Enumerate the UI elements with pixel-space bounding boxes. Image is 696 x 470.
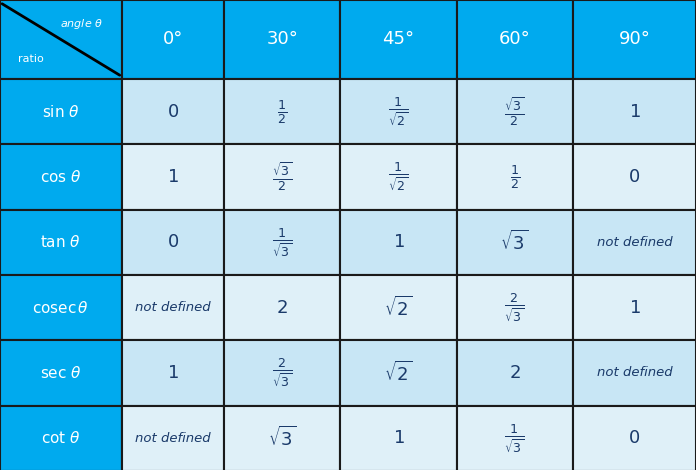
Bar: [340, 275, 457, 340]
Text: $\cos\,\theta$: $\cos\,\theta$: [40, 169, 81, 185]
Bar: [122, 144, 224, 210]
Text: $1$: $1$: [628, 298, 640, 317]
Text: $\frac{2}{\sqrt{3}}$: $\frac{2}{\sqrt{3}}$: [505, 291, 525, 324]
Bar: [0, 79, 122, 144]
Text: $\frac{1}{2}$: $\frac{1}{2}$: [277, 98, 287, 125]
Bar: [122, 406, 224, 470]
Bar: [122, 340, 224, 406]
Text: $\frac{1}{\sqrt{3}}$: $\frac{1}{\sqrt{3}}$: [272, 226, 292, 258]
Bar: [573, 0, 696, 79]
Text: $\frac{1}{\sqrt{2}}$: $\frac{1}{\sqrt{2}}$: [388, 161, 409, 193]
Bar: [573, 210, 696, 275]
Text: $\sec\,\theta$: $\sec\,\theta$: [40, 365, 81, 381]
Text: $\frac{2}{\sqrt{3}}$: $\frac{2}{\sqrt{3}}$: [272, 357, 292, 389]
Text: $\sqrt{3}$: $\sqrt{3}$: [500, 230, 529, 254]
Text: $2$: $2$: [276, 298, 288, 317]
Bar: [457, 210, 573, 275]
Bar: [224, 275, 340, 340]
Text: $1$: $1$: [393, 429, 404, 447]
Text: not defined: not defined: [596, 367, 672, 379]
Text: $1$: $1$: [167, 168, 179, 186]
Bar: [340, 340, 457, 406]
Bar: [0, 340, 122, 406]
Bar: [224, 210, 340, 275]
Bar: [573, 144, 696, 210]
Bar: [224, 0, 340, 79]
Bar: [340, 144, 457, 210]
Text: angle $\theta$: angle $\theta$: [60, 17, 103, 31]
Text: 60°: 60°: [499, 31, 530, 48]
Bar: [340, 79, 457, 144]
Bar: [573, 406, 696, 470]
Text: $0$: $0$: [628, 168, 640, 186]
Text: 45°: 45°: [382, 31, 415, 48]
Text: $\frac{1}{\sqrt{3}}$: $\frac{1}{\sqrt{3}}$: [505, 422, 525, 454]
Bar: [224, 340, 340, 406]
Bar: [224, 79, 340, 144]
Bar: [122, 275, 224, 340]
Text: $\mathrm{cosec}\,\theta$: $\mathrm{cosec}\,\theta$: [33, 299, 89, 316]
Text: not defined: not defined: [135, 432, 211, 445]
Text: $\frac{\sqrt{3}}{2}$: $\frac{\sqrt{3}}{2}$: [505, 95, 525, 128]
Text: 90°: 90°: [619, 31, 650, 48]
Bar: [122, 79, 224, 144]
Bar: [0, 275, 122, 340]
Text: $\frac{\sqrt{3}}{2}$: $\frac{\sqrt{3}}{2}$: [272, 161, 292, 193]
Bar: [340, 406, 457, 470]
Text: $\frac{1}{\sqrt{2}}$: $\frac{1}{\sqrt{2}}$: [388, 95, 409, 128]
Bar: [122, 0, 224, 79]
Bar: [340, 210, 457, 275]
Text: $\sqrt{3}$: $\sqrt{3}$: [268, 426, 296, 450]
Bar: [457, 144, 573, 210]
Bar: [340, 0, 457, 79]
Bar: [457, 79, 573, 144]
Bar: [0, 406, 122, 470]
Text: $\sin\,\theta$: $\sin\,\theta$: [42, 103, 80, 120]
Bar: [457, 0, 573, 79]
Text: $\cot\,\theta$: $\cot\,\theta$: [41, 430, 81, 446]
Text: $0$: $0$: [167, 102, 179, 121]
Bar: [224, 144, 340, 210]
Text: $1$: $1$: [393, 233, 404, 251]
Bar: [573, 340, 696, 406]
Text: $\frac{1}{2}$: $\frac{1}{2}$: [509, 163, 520, 191]
Text: 0°: 0°: [163, 31, 183, 48]
Bar: [573, 79, 696, 144]
Bar: [457, 340, 573, 406]
Text: not defined: not defined: [596, 236, 672, 249]
Text: $\tan\,\theta$: $\tan\,\theta$: [40, 234, 81, 251]
Text: $2$: $2$: [509, 364, 521, 382]
Bar: [0, 144, 122, 210]
Text: ratio: ratio: [17, 54, 43, 64]
Text: not defined: not defined: [135, 301, 211, 314]
Text: $0$: $0$: [167, 233, 179, 251]
Bar: [122, 210, 224, 275]
Bar: [457, 275, 573, 340]
Text: $1$: $1$: [167, 364, 179, 382]
Text: $\sqrt{2}$: $\sqrt{2}$: [384, 296, 413, 320]
Text: $1$: $1$: [628, 102, 640, 121]
Text: $0$: $0$: [628, 429, 640, 447]
Text: $\sqrt{2}$: $\sqrt{2}$: [384, 361, 413, 385]
Bar: [457, 406, 573, 470]
Text: 30°: 30°: [267, 31, 298, 48]
Bar: [0, 210, 122, 275]
Bar: [573, 275, 696, 340]
Bar: [0, 0, 122, 79]
Bar: [224, 406, 340, 470]
